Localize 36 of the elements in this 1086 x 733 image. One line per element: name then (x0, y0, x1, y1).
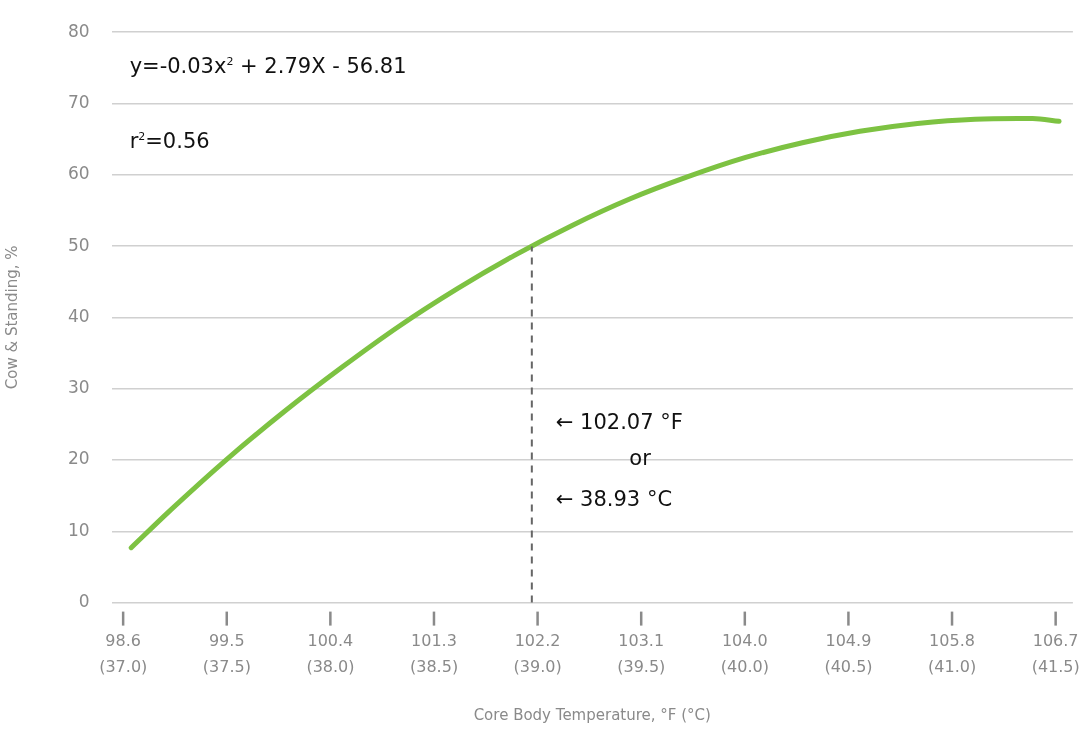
x2-tick-label: (37.0) (99, 656, 148, 676)
y-tick-label: 10 (67, 519, 90, 540)
annotation: y=-0.03x$^{2}$ + 2.79X - 56.81 (129, 53, 407, 78)
x-tick-label: 105.8 (929, 631, 975, 651)
y-tick-label: 60 (67, 163, 90, 184)
y-tick-label: 20 (67, 448, 90, 469)
x2-tick-label: (38.0) (306, 656, 355, 676)
x-tick-label: 102.2 (514, 631, 561, 651)
y-tick-label: 70 (67, 91, 90, 112)
x2-tick-label: (38.5) (410, 656, 459, 676)
x-tick-label: 99.5 (208, 631, 245, 651)
x2-tick-label: (39.0) (513, 656, 562, 676)
x2-tick-label: (41.0) (928, 656, 977, 676)
y-tick-label: 80 (67, 20, 90, 41)
x2-tick-label: (39.5) (617, 656, 666, 676)
annotation: r$^{2}$=0.56 (129, 128, 210, 153)
y-tick-label: 30 (67, 377, 90, 398)
x-axis-title: Core Body Temperature, °F (°C) (473, 705, 711, 724)
annotation: ← 38.93 °C (555, 486, 673, 511)
x2-tick-label: (40.0) (720, 656, 769, 676)
x-tick-label: 104.0 (721, 631, 768, 651)
x-tick-label: 100.4 (307, 631, 354, 651)
x2-tick-label: (41.5) (1031, 656, 1080, 676)
y-tick-label: 40 (67, 305, 90, 326)
x-tick-label: 104.9 (825, 631, 872, 651)
annotation: or (629, 446, 651, 470)
y-axis-title: Cow & Standing, % (2, 245, 21, 390)
x-tick-label: 103.1 (618, 631, 665, 651)
x-tick-label: 101.3 (411, 631, 457, 651)
x2-tick-label: (40.5) (824, 656, 873, 676)
y-tick-label: 50 (67, 234, 90, 255)
x-tick-label: 98.6 (105, 631, 141, 651)
x-tick-label: 106.7 (1032, 631, 1079, 651)
annotation: ← 102.07 °F (555, 410, 683, 435)
x2-tick-label: (37.5) (202, 656, 251, 676)
y-tick-label: 0 (78, 591, 90, 612)
